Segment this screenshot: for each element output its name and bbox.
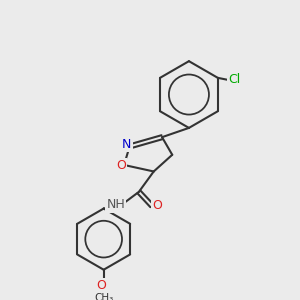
Text: Cl: Cl [228, 73, 241, 86]
Text: O: O [116, 159, 126, 172]
Text: N: N [122, 138, 131, 151]
Text: O: O [96, 279, 106, 292]
Text: O: O [152, 199, 162, 212]
Text: CH₃: CH₃ [94, 293, 113, 300]
Text: NH: NH [106, 198, 125, 211]
